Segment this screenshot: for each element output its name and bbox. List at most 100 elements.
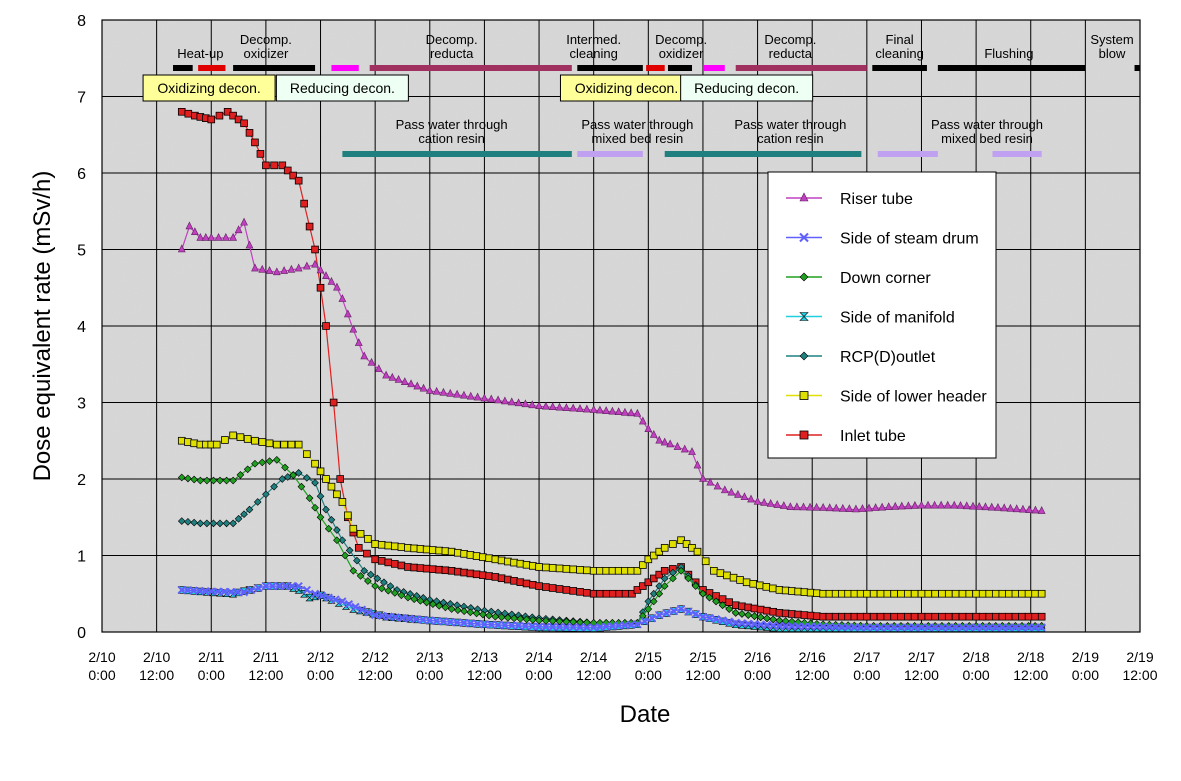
- data-point: [302, 261, 311, 270]
- svg-text:2/16: 2/16: [744, 649, 771, 665]
- svg-text:12:00: 12:00: [139, 667, 174, 683]
- data-point: [858, 504, 867, 512]
- decon-box: Oxidizing decon.: [559, 74, 693, 102]
- data-point: [360, 566, 369, 575]
- data-point: [439, 617, 448, 626]
- data-point: [391, 613, 400, 622]
- data-point: [904, 589, 912, 598]
- data-point: [644, 555, 653, 564]
- data-point: [425, 616, 434, 625]
- process-bar: [331, 65, 359, 71]
- data-point: [762, 583, 771, 591]
- data-point: [400, 377, 409, 385]
- data-point: [669, 540, 677, 548]
- data-point: [357, 605, 367, 614]
- data-point: [760, 497, 769, 506]
- data-point: [825, 612, 834, 621]
- data-point: [356, 572, 365, 580]
- data-point: [243, 435, 252, 443]
- data-point: [214, 232, 223, 241]
- data-point: [569, 618, 578, 626]
- data-point: [712, 597, 720, 606]
- data-point: [300, 199, 308, 208]
- data-point: [844, 622, 853, 632]
- data-point: [639, 582, 647, 590]
- data-point: [432, 386, 441, 395]
- data-point: [196, 476, 205, 485]
- data-point: [272, 456, 281, 464]
- data-point: [410, 544, 418, 553]
- data-point: [555, 622, 564, 632]
- data-point: [280, 266, 288, 274]
- y-tick-label: 7: [77, 90, 86, 107]
- data-point: [504, 557, 512, 566]
- data-point: [819, 612, 827, 621]
- data-point: [446, 388, 455, 397]
- data-point: [203, 519, 211, 528]
- data-point: [609, 589, 617, 598]
- data-point: [682, 540, 691, 548]
- data-point: [212, 440, 221, 449]
- data-point: [1005, 589, 1013, 598]
- data-point: [466, 551, 475, 559]
- data-point: [516, 559, 525, 568]
- resin-bar: [342, 151, 572, 157]
- resin-bar: [992, 151, 1042, 157]
- data-point: [837, 622, 846, 632]
- x-tick-label: 2/14 0:00: [525, 649, 552, 683]
- data-point: [229, 476, 237, 485]
- data-point: [766, 499, 775, 507]
- data-point: [944, 623, 953, 632]
- data-point: [649, 574, 658, 583]
- decon-box: Reducing decon.: [680, 74, 814, 102]
- data-point: [878, 502, 887, 511]
- data-point: [254, 584, 263, 593]
- data-point: [799, 192, 809, 202]
- data-point: [582, 623, 591, 632]
- data-point: [786, 502, 795, 511]
- data-point: [638, 416, 647, 425]
- process-step: Flushing: [937, 46, 1086, 71]
- legend-label: Side of lower header: [840, 389, 987, 406]
- data-point: [871, 503, 880, 511]
- data-point: [890, 623, 899, 632]
- resin-phase-label: cation resin: [757, 131, 823, 146]
- svg-text:2/17: 2/17: [853, 649, 880, 665]
- data-point: [583, 566, 591, 575]
- data-point: [268, 581, 277, 591]
- data-point: [504, 575, 512, 584]
- data-point: [435, 565, 443, 574]
- data-point: [608, 567, 617, 575]
- data-point: [220, 587, 229, 596]
- data-point: [763, 614, 771, 623]
- process-bar: [667, 65, 693, 71]
- data-point: [628, 589, 636, 598]
- data-point: [747, 494, 755, 503]
- svg-text:12:00: 12:00: [685, 667, 720, 683]
- data-point: [497, 556, 506, 565]
- data-point: [535, 582, 543, 590]
- data-point: [548, 584, 557, 592]
- legend: Riser tube Side of steam drum Down corner S…: [767, 171, 997, 459]
- data-point: [998, 589, 1007, 598]
- process-bar: [646, 65, 665, 71]
- data-point: [460, 568, 468, 577]
- data-point: [799, 312, 809, 321]
- data-point: [331, 595, 340, 604]
- data-point: [203, 476, 211, 485]
- data-point: [655, 589, 664, 598]
- data-point: [236, 433, 245, 441]
- data-point: [333, 536, 341, 545]
- data-point: [425, 385, 434, 394]
- data-point: [336, 475, 344, 483]
- data-point: [473, 392, 482, 401]
- data-point: [569, 587, 577, 595]
- process-bar: [198, 65, 226, 71]
- data-point: [917, 589, 926, 598]
- data-point: [562, 622, 571, 632]
- data-point: [718, 616, 727, 625]
- data-point: [876, 623, 885, 632]
- data-point: [333, 526, 341, 534]
